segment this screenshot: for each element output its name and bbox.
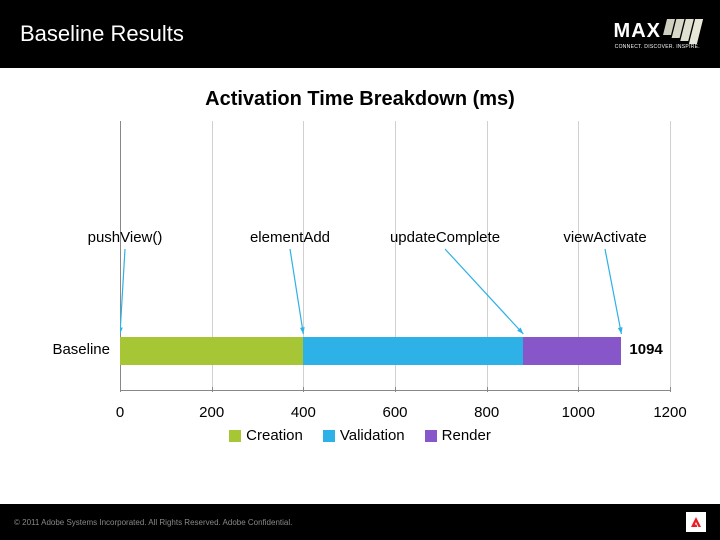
max-logo: MAX CONNECT. DISCOVER. INSPIRE. bbox=[614, 19, 700, 50]
bar-segment-render bbox=[523, 337, 621, 365]
tick-mark bbox=[487, 387, 488, 392]
legend-label: Validation bbox=[340, 427, 405, 444]
legend-swatch bbox=[229, 430, 241, 442]
header-bar: Baseline Results MAX CONNECT. DISCOVER. … bbox=[0, 0, 720, 68]
x-tick-label: 200 bbox=[199, 404, 224, 421]
x-tick-label: 800 bbox=[474, 404, 499, 421]
x-tick-label: 1200 bbox=[653, 404, 686, 421]
x-tick-label: 600 bbox=[382, 404, 407, 421]
logo-stripes bbox=[665, 19, 700, 44]
legend-item: Validation bbox=[323, 427, 405, 444]
legend-item: Render bbox=[425, 427, 491, 444]
legend-swatch bbox=[425, 430, 437, 442]
legend-label: Render bbox=[442, 427, 491, 444]
tick-mark bbox=[395, 387, 396, 392]
x-tick-label: 1000 bbox=[562, 404, 595, 421]
bar-segment-creation bbox=[120, 337, 303, 365]
legend-item: Creation bbox=[229, 427, 303, 444]
footer-text: © 2011 Adobe Systems Incorporated. All R… bbox=[14, 518, 292, 527]
annotation-label: pushView() bbox=[88, 229, 163, 246]
logo-subtext: CONNECT. DISCOVER. INSPIRE. bbox=[615, 44, 700, 50]
annotation-label: updateComplete bbox=[390, 229, 500, 246]
adobe-logo-icon bbox=[686, 512, 706, 532]
tick-mark bbox=[303, 387, 304, 392]
chart-legend: Creation Validation Render bbox=[30, 427, 690, 446]
legend-label: Creation bbox=[246, 427, 303, 444]
x-tick-label: 0 bbox=[116, 404, 124, 421]
page-title: Baseline Results bbox=[20, 21, 184, 47]
tick-mark bbox=[670, 387, 671, 392]
chart-area: Activation Time Breakdown (ms) 0 200 400 60… bbox=[0, 68, 720, 446]
annotation-label: viewActivate bbox=[563, 229, 646, 246]
annotation-label: elementAdd bbox=[250, 229, 330, 246]
row-label: Baseline bbox=[52, 341, 110, 358]
bar-row-baseline: Baseline1094 bbox=[120, 337, 670, 365]
x-tick-label: 400 bbox=[291, 404, 316, 421]
bar-segment-validation bbox=[303, 337, 523, 365]
tick-mark bbox=[120, 387, 121, 392]
tick-mark bbox=[578, 387, 579, 392]
chart-title: Activation Time Breakdown (ms) bbox=[30, 88, 690, 111]
total-label: 1094 bbox=[629, 341, 662, 358]
legend-swatch bbox=[323, 430, 335, 442]
grid-line bbox=[670, 121, 671, 391]
chart-plot: 020040060080010001200Baseline1094pushVie… bbox=[120, 121, 670, 421]
logo-text: MAX bbox=[614, 20, 661, 43]
tick-mark bbox=[212, 387, 213, 392]
footer-bar: © 2011 Adobe Systems Incorporated. All R… bbox=[0, 504, 720, 540]
